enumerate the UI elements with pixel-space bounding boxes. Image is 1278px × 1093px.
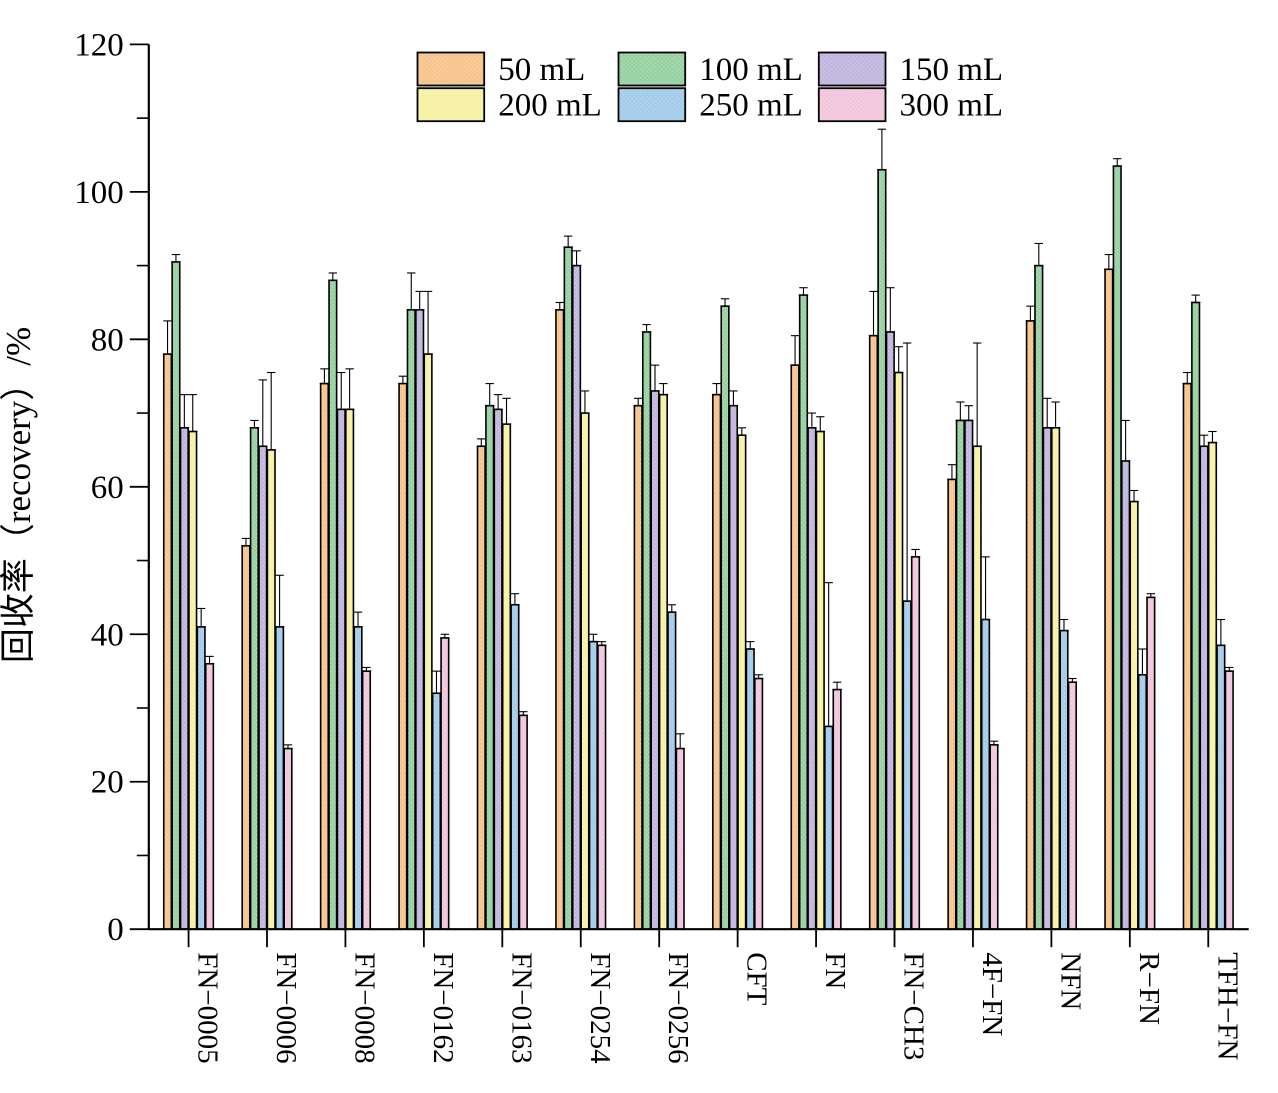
- svg-text:100: 100: [74, 175, 124, 211]
- svg-text:回收率（recovery）/%: 回收率（recovery）/%: [0, 327, 38, 663]
- svg-text:4F−FN: 4F−FN: [976, 952, 1008, 1036]
- svg-text:FN−0256: FN−0256: [662, 952, 694, 1063]
- svg-text:R−FN: R−FN: [1133, 952, 1165, 1025]
- svg-text:60: 60: [91, 470, 124, 506]
- svg-text:250 mL: 250 mL: [699, 88, 803, 124]
- svg-text:40: 40: [91, 617, 124, 653]
- svg-text:200 mL: 200 mL: [498, 88, 602, 124]
- svg-text:80: 80: [91, 322, 124, 358]
- svg-text:TFH−FN: TFH−FN: [1211, 952, 1243, 1060]
- svg-text:FN: FN: [819, 952, 851, 989]
- svg-text:FN−0254: FN−0254: [584, 952, 616, 1064]
- svg-text:FN−0162: FN−0162: [427, 952, 459, 1063]
- svg-text:120: 120: [74, 27, 124, 63]
- svg-text:FN−0163: FN−0163: [505, 952, 537, 1063]
- svg-text:CFT: CFT: [741, 952, 773, 1005]
- svg-text:20: 20: [91, 765, 124, 801]
- svg-text:100 mL: 100 mL: [699, 52, 803, 88]
- svg-text:150 mL: 150 mL: [900, 52, 1004, 88]
- svg-text:FN−0006: FN−0006: [270, 952, 302, 1063]
- svg-text:FN−0008: FN−0008: [348, 952, 380, 1063]
- svg-text:NFN: NFN: [1054, 952, 1086, 1010]
- svg-text:FN−CH3: FN−CH3: [898, 952, 930, 1060]
- svg-text:0: 0: [107, 912, 124, 948]
- svg-text:FN−0005: FN−0005: [192, 952, 224, 1063]
- svg-text:300 mL: 300 mL: [900, 88, 1004, 124]
- svg-text:50 mL: 50 mL: [498, 52, 585, 88]
